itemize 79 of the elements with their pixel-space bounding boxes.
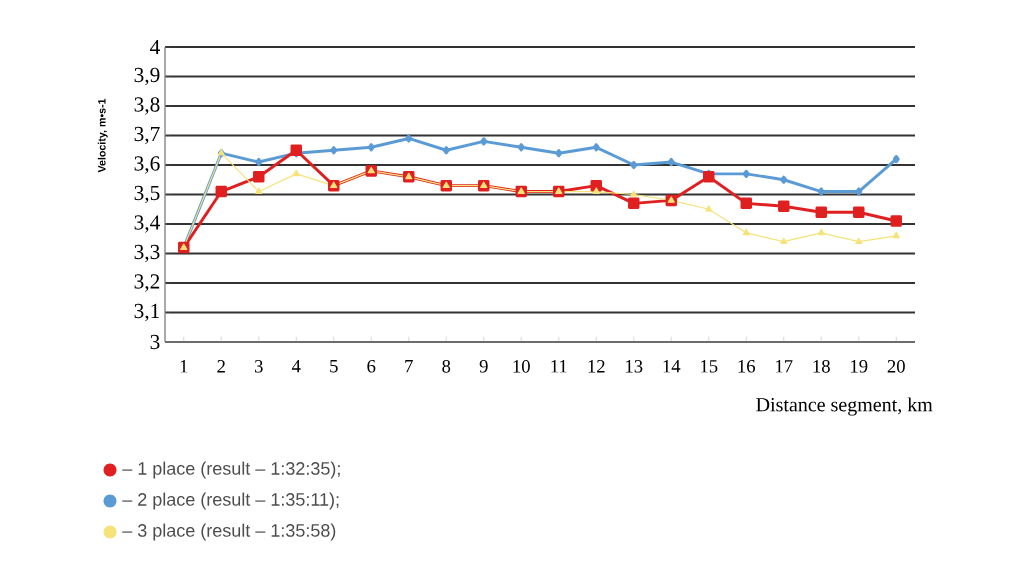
point — [742, 228, 750, 236]
point — [367, 143, 375, 152]
x-tick-label: 19 — [851, 360, 868, 373]
point — [255, 157, 263, 167]
point — [215, 185, 227, 198]
x-tick-label: 20 — [887, 360, 905, 373]
y-tick-label: 3,5 — [134, 185, 160, 204]
x-tick-label: 18 — [813, 360, 830, 373]
point — [590, 179, 602, 192]
y-axis-title: Velocity, m•s-1 — [97, 98, 108, 173]
point — [815, 206, 827, 218]
point — [330, 146, 338, 155]
point — [555, 187, 563, 194]
x-tick-label: 13 — [626, 360, 643, 373]
x-tick-label: 6 — [367, 360, 376, 373]
x-tick-label: 17 — [776, 360, 793, 373]
legend-label: – 3 place (result – 1:35:58) — [122, 523, 336, 541]
x-tick-label: 14 — [663, 360, 681, 373]
x-tick-label: 8 — [442, 360, 451, 373]
point — [255, 187, 263, 194]
x-tick-label: 15 — [701, 360, 718, 373]
point — [592, 143, 600, 152]
point — [705, 205, 713, 212]
x-tick-label: 1 — [180, 360, 188, 373]
point — [817, 187, 825, 196]
point — [442, 181, 450, 188]
point — [330, 181, 338, 188]
y-tick-label: 3,3 — [134, 244, 160, 263]
point — [892, 154, 900, 164]
point — [480, 181, 488, 188]
point — [480, 137, 488, 146]
x-tick-label: 10 — [513, 360, 530, 373]
y-tick-label: 3,1 — [134, 303, 160, 322]
legend-label: – 1 place (result – 1:32:35); — [122, 461, 340, 479]
point — [892, 231, 900, 239]
point — [290, 144, 302, 156]
point — [740, 197, 752, 210]
point — [780, 237, 788, 245]
point — [853, 206, 865, 218]
y-tick-label: 3,7 — [134, 126, 160, 145]
x-tick-label: 5 — [330, 360, 338, 373]
point — [405, 134, 413, 143]
y-tick-label: 3,9 — [134, 67, 160, 86]
x-tick-label: 4 — [291, 360, 301, 373]
point — [817, 228, 825, 236]
x-tick-label: 3 — [254, 360, 263, 373]
point — [253, 171, 265, 183]
point — [890, 215, 902, 227]
point — [517, 187, 525, 194]
y-tick-label: 3,2 — [134, 274, 160, 292]
point — [742, 169, 750, 178]
point — [630, 160, 638, 170]
point — [630, 190, 638, 197]
point — [778, 200, 790, 213]
point — [780, 175, 788, 184]
y-tick-label: 3,4 — [134, 215, 160, 233]
point — [442, 146, 450, 155]
point — [667, 157, 675, 167]
x-tick-label: 16 — [738, 360, 756, 373]
x-tick-label: 12 — [588, 360, 605, 373]
point — [517, 143, 525, 152]
x-tick-label: 2 — [217, 360, 225, 373]
point — [555, 149, 563, 158]
point — [292, 169, 300, 177]
point — [628, 197, 640, 210]
x-tick-label: 11 — [551, 360, 567, 373]
x-tick-label: 7 — [405, 360, 413, 373]
x-tick-label: 9 — [479, 360, 488, 373]
y-tick-label: 3,8 — [134, 97, 160, 115]
legend-label: – 2 place (result – 1:35:11); — [122, 492, 339, 510]
point — [855, 187, 863, 196]
point — [855, 237, 863, 245]
y-tick-label: 3 — [150, 334, 160, 350]
point — [592, 187, 600, 194]
point — [667, 196, 675, 203]
y-tick-label: 4 — [150, 39, 160, 55]
point — [703, 171, 715, 183]
y-tick-label: 3,6 — [134, 156, 160, 174]
x-axis-title: Distance segment, km — [756, 397, 933, 416]
